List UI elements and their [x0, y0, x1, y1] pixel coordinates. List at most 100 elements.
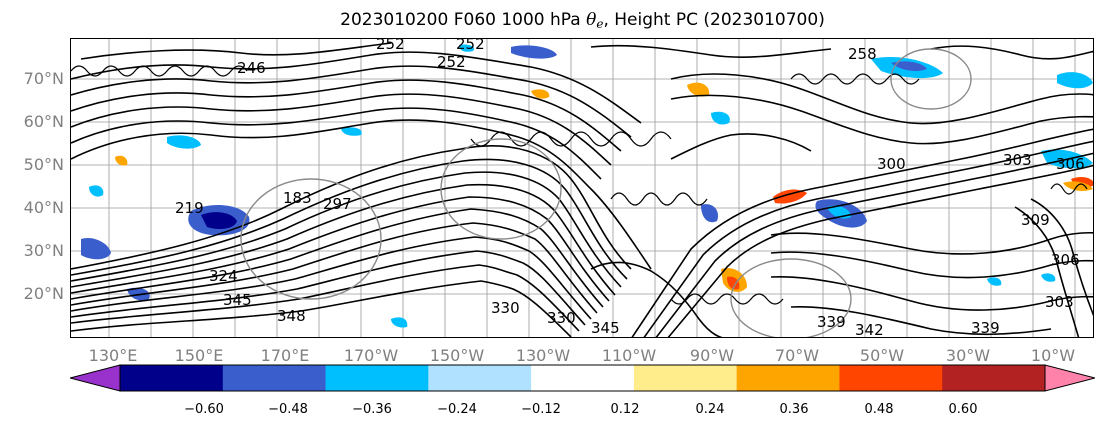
colorbar-tick: 0.12 [610, 402, 640, 417]
colorbar-tick: 0.60 [948, 402, 978, 417]
lon-label-130w: 130°W [515, 346, 571, 365]
contour-line [71, 93, 612, 166]
contour-label: 252 [437, 53, 466, 71]
contour-label: 339 [971, 319, 1000, 337]
contour-line [590, 261, 723, 337]
contour-label: 339 [817, 313, 846, 331]
contour-label: 303 [1003, 151, 1032, 169]
lon-label-10w: 10°W [1030, 346, 1076, 365]
lon-label-70w: 70°W [774, 346, 820, 365]
contour-line [71, 196, 610, 302]
colorbar-tick: −0.12 [521, 402, 561, 417]
colorbar-segment [531, 365, 635, 391]
anomaly-blob [687, 82, 710, 97]
lat-label-30n: 30°N [23, 241, 64, 260]
contour-line [643, 140, 1093, 337]
contour-line [730, 258, 852, 337]
contour-line [71, 171, 622, 288]
contour-label: 324 [209, 267, 238, 285]
contour-label: 348 [277, 307, 306, 325]
contour-line [240, 178, 382, 300]
lat-label-40n: 40°N [23, 198, 64, 217]
contour-line [71, 79, 622, 152]
contour-line [71, 280, 572, 337]
plot-title: 2023010200 F060 1000 hPa θe, Height PC (… [0, 10, 1105, 31]
contour-label: 300 [877, 155, 906, 173]
contour-line [610, 192, 708, 206]
anomaly-blob [727, 276, 740, 290]
colorbar-segment [942, 365, 1046, 391]
colorbar-tick: 0.24 [695, 402, 725, 417]
colorbar-segment [428, 365, 532, 391]
colorbar-segments [70, 364, 1095, 392]
colorbar-tick: −0.24 [437, 402, 477, 417]
contour-labels: 252 252 246 252 258 219 183 297 324 345 … [175, 39, 1085, 337]
contour-line [71, 183, 616, 296]
lon-label-90w: 90°W [689, 346, 735, 365]
height-contours [71, 65, 1088, 305]
contour-line [71, 51, 642, 124]
anomaly-blob [891, 61, 927, 71]
lon-label-130e: 130°E [88, 346, 138, 365]
contour-line [71, 208, 604, 308]
contour-line [1014, 206, 1080, 337]
contour-line [590, 44, 832, 58]
contour-line [1050, 183, 1088, 195]
colorbar-frame [119, 364, 1046, 392]
lon-label-150w: 150°W [429, 346, 485, 365]
anomaly-blob [81, 237, 111, 260]
contour-line [80, 42, 392, 60]
colorbar [70, 364, 1095, 392]
map-plot: 252 252 246 252 258 219 183 297 324 345 … [71, 39, 1093, 337]
colorbar-tick: −0.36 [352, 402, 392, 417]
lat-label-20n: 20°N [23, 284, 64, 303]
colorbar-tick: −0.48 [268, 402, 308, 417]
contour-line [670, 133, 812, 160]
title-prefix: 2023010200 F060 1000 hPa [340, 10, 581, 30]
anomaly-blob [701, 204, 719, 223]
contour-line [770, 251, 1093, 279]
contour-line [1030, 198, 1093, 317]
contour-line [71, 236, 592, 320]
contour-label: 252 [376, 39, 405, 53]
contour-label: 330 [491, 299, 520, 317]
anomaly-blob [391, 317, 408, 328]
contour-label: 330 [547, 309, 576, 327]
contour-label: 306 [1051, 251, 1080, 269]
contour-line [770, 275, 1093, 311]
contour-line [790, 305, 1052, 336]
colorbar-tick: 0.36 [779, 402, 809, 417]
anomaly-blob [1041, 273, 1056, 282]
colorbar-segment [633, 365, 738, 391]
colorbar-segment [120, 365, 224, 391]
contour-line [71, 145, 632, 270]
contour-line [71, 65, 632, 138]
anomaly-blob [341, 127, 362, 136]
contour-line [71, 158, 628, 280]
colorbar-segment [736, 365, 840, 391]
colorbar-segment [325, 365, 429, 391]
anomaly-blob [773, 189, 807, 204]
contour-label: 183 [283, 189, 312, 207]
lon-label-110w: 110°W [601, 346, 657, 365]
contour-line [655, 152, 1093, 337]
contour-label: 246 [237, 59, 266, 77]
colorbar-tick: −0.60 [184, 402, 224, 417]
title-suffix: , Height PC (2023010700) [603, 10, 825, 30]
colorbar-tick: 0.48 [864, 402, 894, 417]
contour-line [770, 231, 1093, 255]
contour-label: 297 [323, 195, 352, 213]
contour-line [71, 119, 652, 270]
contour-line [71, 222, 598, 314]
contour-line [670, 293, 784, 305]
anomaly-blob [1057, 72, 1093, 89]
contour-line [71, 250, 586, 326]
contour-line [670, 73, 1093, 125]
contour-line [71, 65, 248, 77]
lon-label-170w: 170°W [343, 346, 399, 365]
contour-line [71, 107, 602, 180]
lon-label-30w: 30°W [945, 346, 991, 365]
map-panel: 252 252 246 252 258 219 183 297 324 345 … [70, 38, 1094, 338]
contour-line [470, 131, 672, 147]
anomaly-blob [511, 45, 557, 59]
